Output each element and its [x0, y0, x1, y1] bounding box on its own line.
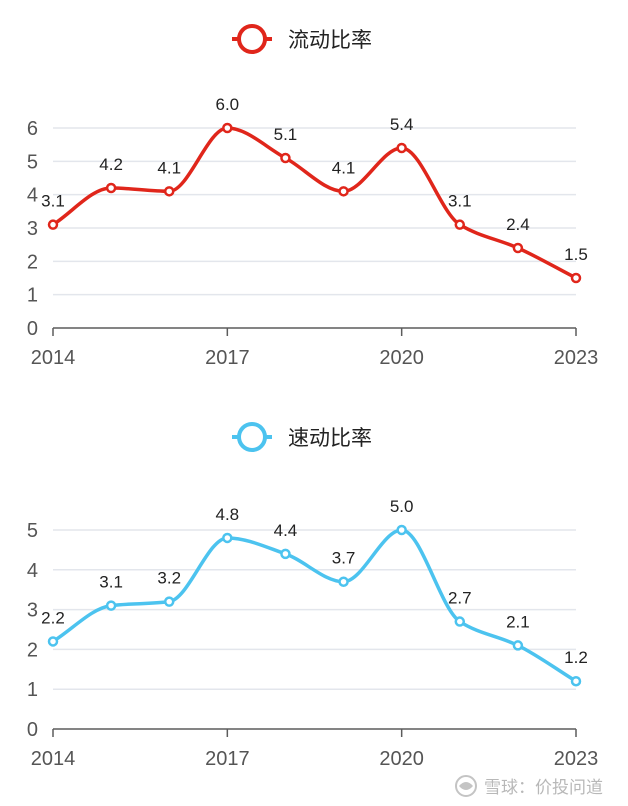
- data-label: 1.2: [564, 648, 588, 667]
- x-tick-label: 2023: [554, 748, 599, 770]
- x-tick-label: 2014: [31, 347, 76, 369]
- data-point[interactable]: [47, 636, 59, 647]
- data-label: 5.4: [390, 115, 414, 134]
- x-tick-label: 2023: [554, 347, 599, 369]
- y-tick-label: 6: [27, 118, 38, 140]
- x-tick-label: 2017: [205, 347, 250, 369]
- quick-ratio-line: [52, 528, 577, 683]
- x-tick-label: 2020: [379, 347, 424, 369]
- snowball-logo-icon: [455, 775, 477, 797]
- y-tick-label: 3: [27, 218, 38, 240]
- data-label: 5.1: [274, 125, 298, 144]
- data-point[interactable]: [47, 219, 59, 230]
- data-point[interactable]: [105, 182, 117, 194]
- data-point[interactable]: [570, 272, 582, 284]
- y-tick-label: 4: [27, 185, 38, 207]
- data-label: 2.4: [506, 215, 530, 234]
- legend-label: 流动比率: [288, 29, 372, 52]
- legend-circle-icon: [237, 24, 267, 54]
- data-label: 1.5: [564, 245, 588, 264]
- data-point[interactable]: [280, 152, 291, 164]
- data-label: 4.8: [216, 505, 240, 524]
- current-ratio-line: [52, 126, 577, 280]
- data-label: 3.1: [99, 573, 123, 592]
- y-tick-label: 1: [27, 285, 38, 307]
- data-label: 2.2: [41, 608, 65, 627]
- y-tick-label: 1: [27, 679, 38, 701]
- data-point[interactable]: [338, 186, 349, 197]
- data-point[interactable]: [222, 122, 233, 134]
- y-tick-label: 4: [27, 560, 38, 582]
- legend-circle-icon: [237, 422, 267, 452]
- data-point[interactable]: [454, 616, 466, 627]
- watermark: 雪球：价投问道: [455, 775, 603, 797]
- data-point[interactable]: [280, 548, 291, 560]
- data-point[interactable]: [163, 186, 175, 197]
- quick-ratio-chart: 速动比率 0 1 2 3 4 5 2014 2017 2020 2023 2.2 3.1 3.2 4.8 4.…: [27, 422, 599, 770]
- data-point[interactable]: [570, 675, 582, 687]
- data-label: 3.2: [157, 569, 181, 588]
- legend[interactable]: 速动比率: [232, 422, 372, 452]
- x-tick-label: 2020: [379, 748, 424, 770]
- data-point[interactable]: [396, 142, 407, 154]
- data-label: 4.1: [332, 158, 356, 177]
- current-ratio-chart: 流动比率 0 1 2 3 4 5 6 2014 2017 2020 2023 3.1 4.2 4.1 6.0 5…: [27, 24, 599, 369]
- y-tick-label: 5: [27, 520, 38, 542]
- y-tick-label: 2: [27, 251, 38, 273]
- data-point[interactable]: [512, 640, 524, 651]
- x-tick-label: 2017: [205, 748, 250, 770]
- watermark-text: 雪球：价投问道: [484, 778, 603, 797]
- data-label: 5.0: [390, 497, 414, 516]
- y-tick-label: 0: [27, 719, 38, 741]
- data-point[interactable]: [163, 596, 175, 607]
- data-label: 3.1: [448, 192, 472, 211]
- data-label: 2.1: [506, 612, 530, 631]
- x-tick-label: 2014: [31, 748, 76, 770]
- y-tick-label: 3: [27, 600, 38, 622]
- y-tick-label: 0: [27, 318, 38, 340]
- y-tick-label: 5: [27, 151, 38, 173]
- data-point[interactable]: [338, 576, 349, 587]
- y-tick-label: 2: [27, 639, 38, 661]
- data-label: 3.1: [41, 192, 65, 211]
- data-point[interactable]: [512, 242, 524, 254]
- legend[interactable]: 流动比率: [232, 24, 372, 54]
- data-point[interactable]: [396, 524, 407, 536]
- data-label: 6.0: [216, 95, 240, 114]
- data-label: 3.7: [332, 549, 356, 568]
- data-label: 2.7: [448, 589, 472, 608]
- data-label: 4.4: [274, 521, 298, 540]
- data-label: 4.2: [99, 155, 123, 174]
- data-point[interactable]: [454, 219, 466, 230]
- data-point[interactable]: [222, 532, 233, 544]
- data-label: 4.1: [157, 158, 181, 177]
- legend-label: 速动比率: [288, 427, 372, 450]
- data-point[interactable]: [105, 600, 117, 611]
